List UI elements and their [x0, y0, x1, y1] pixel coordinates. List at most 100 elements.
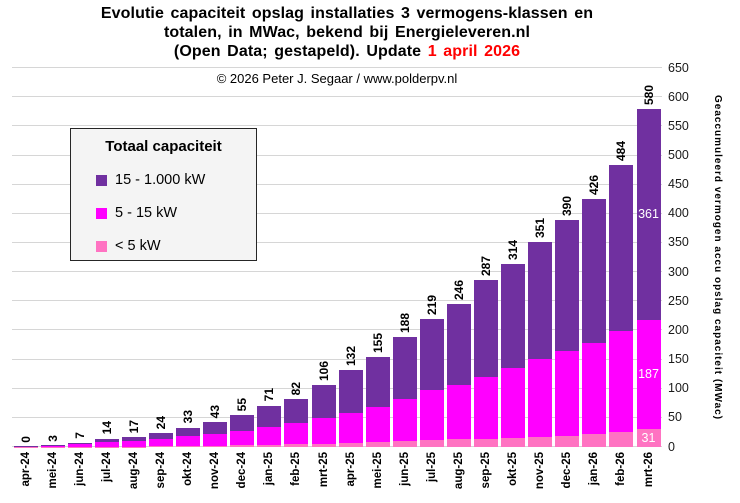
y-tick-label-400: 400	[668, 206, 689, 221]
bar-segment-nov-24-<5kW	[203, 445, 228, 447]
x-tick-label-mrt-26: mrt-26	[642, 452, 655, 488]
legend-item-0: 15 - 1.000 kW	[96, 172, 256, 188]
chart-title-line2: totalen, in MWac, bekend bij Energieleve…	[163, 24, 531, 41]
x-tick-label-nov-25: nov-25	[534, 452, 547, 490]
bar-total-label-okt-25: 314	[506, 239, 520, 260]
bar-total-label-dec-25: 390	[560, 195, 575, 216]
legend-title: Totaal capaciteit	[105, 138, 222, 155]
bar-total-label-feb-26: 484	[614, 140, 629, 161]
bar-segment-nov-24-15-1.000kW	[203, 421, 228, 434]
bar-segment-mrt-25-5-15kW	[311, 417, 336, 444]
bar-total-label-jan-25: 71	[262, 388, 277, 402]
x-tick-label-jul-25: jul-25	[425, 452, 438, 483]
x-tick-label-jun-24: jun-24	[73, 452, 86, 486]
bar-segment-aug-25-5-15kW	[446, 384, 471, 440]
bar-segment-jan-25-5-15kW	[257, 426, 282, 445]
bar-segment-dec-25-<5kW	[555, 435, 580, 447]
bar-segment-mrt-26-5-15kW	[636, 319, 661, 429]
bar-segment-mei-24-5-15kW	[40, 445, 65, 447]
bar-segment-jul-25-<5kW	[419, 440, 444, 447]
x-tick-label-mei-25: mei-25	[371, 452, 384, 489]
bar-segment-feb-26-<5kW	[609, 431, 634, 447]
chart-title-line3-prefix: (Open Data; gestapeld). Update	[173, 43, 428, 60]
gridline-450	[12, 183, 662, 185]
x-tick-label-apr-25: apr-25	[344, 452, 357, 487]
legend-swatch-icon	[96, 174, 107, 186]
y-tick-label-100: 100	[668, 381, 689, 396]
bar-segment-nov-25-<5kW	[528, 437, 553, 447]
bar-total-label-jul-25: 219	[424, 295, 439, 316]
bar-total-label-nov-24: 43	[208, 404, 223, 418]
y-tick-label-200: 200	[668, 322, 689, 337]
x-tick-label-sep-25: sep-25	[480, 452, 492, 489]
y-tick-label-50: 50	[668, 410, 682, 425]
bar-segment-jan-25-<5kW	[257, 444, 282, 447]
y-axis-title: Geaccumuleerd vermogen accu opslag capac…	[712, 94, 723, 421]
bar-segment-jun-25-5-15kW	[392, 399, 417, 442]
gridline-250	[12, 300, 662, 302]
bar-segment-dec-24-5-15kW	[230, 430, 255, 446]
bar-segment-mei-25-<5kW	[365, 442, 390, 447]
bar-segment-jul-25-5-15kW	[419, 390, 444, 440]
y-tick-label-450: 450	[668, 177, 689, 192]
bar-segment-aug-24-15-1.000kW	[121, 437, 146, 441]
bar-segment-aug-25-<5kW	[446, 439, 471, 447]
bar-total-label-apr-25: 132	[343, 345, 358, 366]
bar-total-label-jul-24: 14	[99, 421, 114, 435]
bar-total-label-jan-26: 426	[587, 174, 602, 195]
bar-segment-feb-26-15-1.000kW	[609, 164, 634, 331]
bar-segment-apr-25-5-15kW	[338, 412, 363, 443]
bar-segment-feb-26-5-15kW	[609, 330, 634, 432]
bar-segment-apr-25-<5kW	[338, 442, 363, 447]
gridline-200	[12, 329, 662, 331]
x-tick-label-jul-24: jul-24	[100, 452, 113, 483]
bar-total-label-apr-24: 0	[18, 435, 33, 443]
y-tick-label-150: 150	[668, 352, 689, 366]
chart-title-line3: (Open Data; gestapeld). Update 1 april 2…	[0, 42, 694, 61]
x-tick-label-nov-24: nov-24	[209, 452, 222, 490]
bar-inner-label-mrt-26-1: 187	[638, 366, 659, 381]
bar-segment-dec-25-5-15kW	[555, 351, 580, 436]
bar-segment-mrt-25-<5kW	[311, 443, 336, 447]
gridline-500	[12, 154, 662, 156]
chart-title-line1: Evolutie capaciteit opslag installaties …	[100, 5, 594, 22]
gridline-300	[12, 271, 662, 273]
gridline-0	[12, 446, 662, 447]
x-tick-label-okt-25: okt-25	[507, 452, 519, 486]
x-tick-label-feb-25: feb-25	[290, 452, 303, 486]
gridline-550	[12, 125, 662, 127]
bar-segment-feb-25-15-1.000kW	[284, 399, 309, 424]
bar-segment-sep-24-15-1.000kW	[149, 433, 173, 439]
bar-segment-okt-24-15-1.000kW	[176, 427, 200, 437]
bar-segment-jun-25-<5kW	[392, 441, 417, 447]
x-tick-label-dec-25: dec-25	[561, 452, 574, 489]
bar-segment-jul-24-5-15kW	[94, 442, 119, 447]
y-tick-label-0: 0	[668, 439, 675, 454]
bar-segment-sep-24-5-15kW	[149, 438, 173, 447]
chart-title: Evolutie capaciteit opslag installaties …	[0, 4, 694, 61]
bar-segment-okt-24-5-15kW	[176, 436, 200, 447]
bar-segment-jan-26-<5kW	[582, 434, 607, 447]
bar-total-label-jun-24: 7	[72, 432, 87, 439]
bar-total-label-sep-25: 287	[479, 255, 493, 276]
bar-total-label-nov-25: 351	[533, 218, 548, 239]
bar-segment-sep-25-5-15kW	[474, 377, 498, 439]
y-tick-label-300: 300	[668, 264, 689, 279]
bar-segment-dec-24-<5kW	[230, 445, 255, 447]
gridline-600	[12, 96, 662, 98]
gridline-100	[12, 387, 662, 389]
bar-segment-sep-25-15-1.000kW	[474, 279, 498, 377]
bar-total-label-dec-24: 55	[235, 397, 250, 411]
y-tick-label-600: 600	[668, 89, 689, 104]
plot-area: Totaal capaciteit 15 - 1.000 kW 5 - 15 kW…	[12, 67, 662, 447]
bar-segment-jun-25-15-1.000kW	[392, 337, 417, 400]
bar-segment-sep-24-<5kW	[149, 446, 173, 447]
y-tick-label-500: 500	[668, 148, 689, 162]
legend-swatch-icon	[96, 207, 107, 219]
bar-inner-label-mrt-26-0: 31	[641, 430, 656, 445]
bar-segment-apr-25-15-1.000kW	[338, 370, 363, 413]
bar-total-label-jun-25: 188	[397, 313, 412, 334]
gridline-350	[12, 241, 662, 243]
x-tick-label-apr-24: apr-24	[19, 452, 32, 487]
